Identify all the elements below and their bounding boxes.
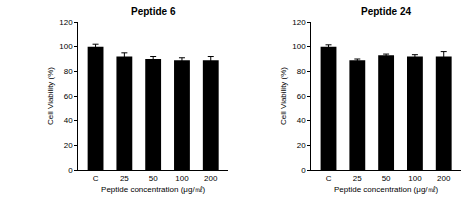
svg-text:0: 0: [68, 166, 73, 175]
svg-text:Peptide 6: Peptide 6: [131, 6, 176, 17]
svg-text:60: 60: [297, 92, 306, 101]
svg-text:25: 25: [353, 174, 362, 183]
svg-text:80: 80: [297, 67, 306, 76]
svg-text:80: 80: [64, 67, 73, 76]
svg-text:50: 50: [149, 174, 158, 183]
svg-text:100: 100: [408, 174, 422, 183]
svg-text:Peptide 24: Peptide 24: [361, 6, 411, 17]
svg-text:200: 200: [204, 174, 218, 183]
svg-text:100: 100: [292, 42, 306, 51]
svg-text:20: 20: [297, 141, 306, 150]
svg-text:100: 100: [175, 174, 189, 183]
svg-text:Cell Viability (%): Cell Viability (%): [46, 67, 55, 125]
svg-text:40: 40: [64, 116, 73, 125]
svg-text:Cell Viability (%): Cell Viability (%): [279, 67, 288, 125]
svg-text:25: 25: [120, 174, 129, 183]
svg-text:0: 0: [301, 166, 306, 175]
svg-text:50: 50: [382, 174, 391, 183]
svg-text:C: C: [326, 174, 332, 183]
svg-text:20: 20: [64, 141, 73, 150]
svg-text:60: 60: [64, 92, 73, 101]
svg-text:Peptide concentration (μg/㎖): Peptide concentration (μg/㎖): [101, 185, 206, 194]
svg-text:C: C: [93, 174, 99, 183]
svg-text:40: 40: [297, 116, 306, 125]
svg-text:Peptide concentration (μg/㎖): Peptide concentration (μg/㎖): [334, 185, 439, 194]
svg-text:200: 200: [437, 174, 451, 183]
svg-text:100: 100: [59, 42, 73, 51]
svg-text:120: 120: [59, 18, 73, 27]
svg-text:120: 120: [292, 18, 306, 27]
